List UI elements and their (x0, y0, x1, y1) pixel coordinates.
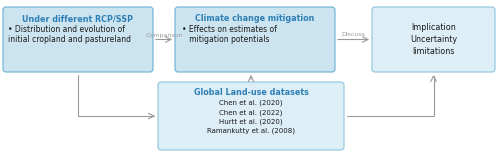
Text: • Effects on estimates of
   mitigation potentials: • Effects on estimates of mitigation pot… (182, 25, 277, 44)
Text: Under different RCP/SSP: Under different RCP/SSP (22, 14, 134, 23)
Text: • Distribution and evolution of
initial cropland and pastureland: • Distribution and evolution of initial … (8, 25, 131, 44)
FancyBboxPatch shape (175, 7, 335, 72)
Text: Chen et al. (2020)
Chen et al. (2022)
Hurtt et al. (2020)
Ramankutty et al. (200: Chen et al. (2020) Chen et al. (2022) Hu… (207, 100, 295, 134)
Text: Comparison: Comparison (145, 32, 183, 37)
Text: Global Land-use datasets: Global Land-use datasets (194, 88, 308, 97)
Text: Implication
Uncertainty
limitations: Implication Uncertainty limitations (410, 22, 457, 56)
FancyBboxPatch shape (372, 7, 495, 72)
FancyBboxPatch shape (158, 82, 344, 150)
FancyBboxPatch shape (3, 7, 153, 72)
Text: Discuss: Discuss (342, 32, 365, 37)
Text: Climate change mitigation: Climate change mitigation (196, 14, 314, 23)
